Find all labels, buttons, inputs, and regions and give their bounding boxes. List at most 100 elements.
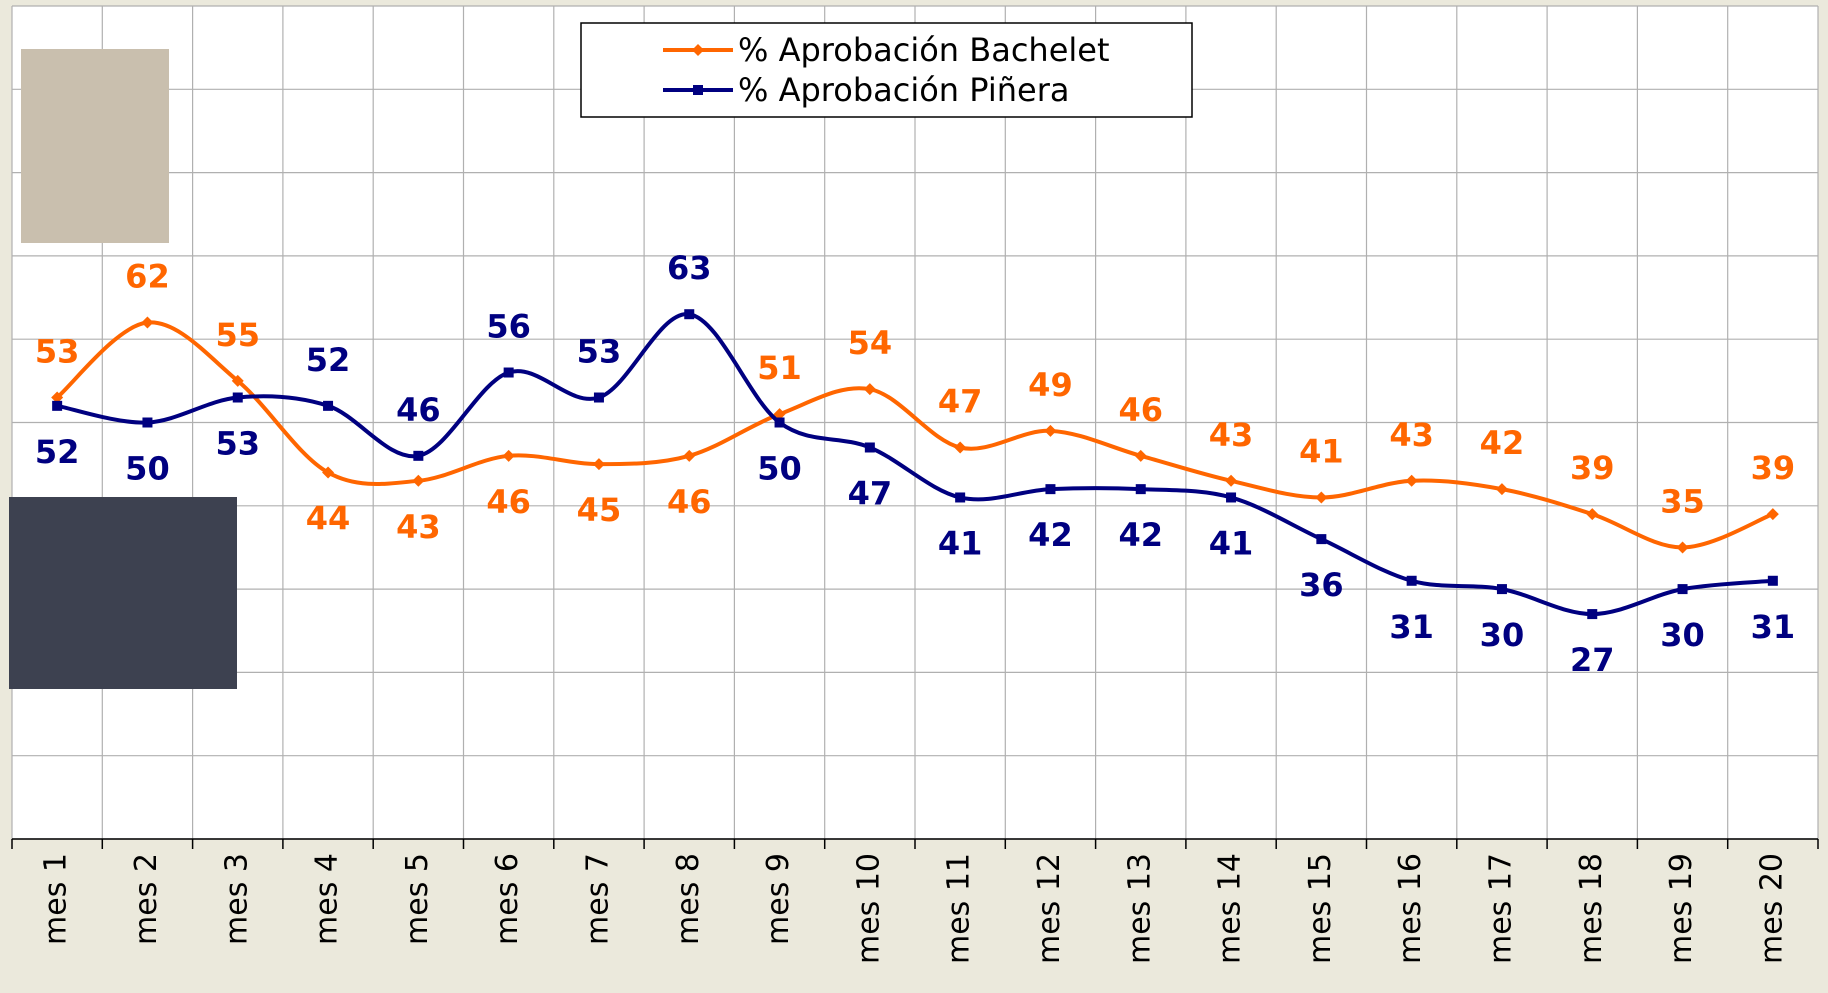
data-label: 53 — [35, 333, 80, 371]
x-tick-label: mes 14 — [1213, 853, 1248, 964]
photo-bachelet — [21, 49, 169, 243]
marker — [231, 374, 244, 387]
data-label: 46 — [486, 483, 531, 521]
data-label: 42 — [1028, 516, 1073, 554]
marker — [1676, 541, 1689, 554]
data-label: 54 — [848, 324, 893, 362]
marker — [413, 450, 424, 461]
x-tick-label: mes 12 — [1032, 853, 1067, 964]
data-label: 56 — [486, 308, 531, 346]
marker — [1677, 584, 1688, 595]
marker — [1315, 491, 1328, 504]
data-label: 43 — [396, 508, 441, 546]
x-tick-label: mes 16 — [1393, 853, 1428, 964]
marker — [774, 417, 785, 428]
marker — [1225, 474, 1238, 487]
data-label: 52 — [35, 433, 80, 471]
x-tick-label: mes 15 — [1303, 853, 1338, 964]
data-label: 53 — [215, 425, 260, 463]
data-label: 41 — [1209, 524, 1254, 562]
marker — [1044, 424, 1057, 437]
marker — [322, 466, 335, 479]
data-label: 30 — [1480, 616, 1525, 654]
data-label: 55 — [215, 316, 260, 354]
marker — [1226, 492, 1237, 503]
data-label: 50 — [757, 450, 802, 488]
marker — [141, 316, 154, 329]
marker — [1767, 575, 1778, 586]
data-label: 35 — [1660, 482, 1705, 520]
marker — [232, 392, 243, 403]
x-tick-label: mes 17 — [1483, 853, 1518, 964]
marker — [684, 309, 695, 320]
x-tick-label: mes 1 — [39, 853, 74, 945]
data-label: 31 — [1389, 608, 1434, 646]
marker — [503, 367, 514, 378]
data-label: 51 — [757, 349, 802, 387]
marker — [1496, 584, 1507, 595]
series-line — [56, 312, 1774, 617]
x-tick-label: mes 9 — [761, 853, 796, 945]
marker — [693, 85, 703, 95]
legend-label: % Aprobación Bachelet — [738, 31, 1110, 69]
data-label: 46 — [667, 483, 712, 521]
data-label: 47 — [938, 382, 983, 420]
data-label: 43 — [1209, 416, 1254, 454]
marker — [1135, 484, 1146, 495]
data-label: 42 — [1480, 424, 1525, 462]
data-label: 27 — [1570, 641, 1615, 679]
legend-box — [580, 22, 1193, 118]
x-tick-label: mes 6 — [490, 853, 525, 945]
data-label: 62 — [125, 258, 170, 296]
data-label: 53 — [577, 333, 622, 371]
marker — [1316, 534, 1327, 545]
marker — [954, 441, 967, 454]
x-tick-label: mes 5 — [400, 853, 435, 945]
marker — [683, 449, 696, 462]
marker — [142, 417, 153, 428]
marker — [502, 449, 515, 462]
marker — [323, 400, 334, 411]
data-label: 50 — [125, 450, 170, 488]
data-label: 41 — [938, 524, 983, 562]
marker — [412, 474, 425, 487]
data-label: 39 — [1751, 449, 1796, 487]
data-label: 52 — [306, 341, 351, 379]
x-tick-label: mes 20 — [1754, 853, 1789, 964]
data-label: 47 — [848, 474, 893, 512]
data-label: 46 — [396, 391, 441, 429]
marker — [1586, 508, 1599, 521]
data-label: 63 — [667, 249, 712, 287]
data-label: 49 — [1028, 366, 1073, 404]
x-tick-label: mes 4 — [310, 853, 345, 945]
x-tick-label: mes 3 — [219, 853, 254, 945]
data-label: 42 — [1118, 516, 1163, 554]
data-label: 44 — [306, 499, 351, 537]
photo-pinera — [9, 497, 237, 689]
data-label: 39 — [1570, 449, 1615, 487]
marker — [1405, 474, 1418, 487]
x-tick-label: mes 8 — [671, 853, 706, 945]
data-label: 36 — [1299, 566, 1344, 604]
data-label: 30 — [1660, 616, 1705, 654]
marker — [1587, 609, 1598, 620]
lines: 53 62 55 44 43 46 45 46 51 54 47 49 46 43 41 43 42 39 35 39… — [35, 249, 1795, 679]
data-label: 46 — [1118, 391, 1163, 429]
x-tick-label: mes 19 — [1664, 853, 1699, 964]
marker — [593, 392, 604, 403]
marker — [1495, 483, 1508, 496]
x-tick-label: mes 18 — [1574, 853, 1609, 964]
marker — [592, 458, 605, 471]
x-tick-label: mes 2 — [129, 853, 164, 945]
marker — [955, 492, 966, 503]
marker — [1406, 575, 1417, 586]
marker — [1045, 484, 1056, 495]
marker — [864, 442, 875, 453]
series-line — [55, 320, 1774, 550]
x-tick-label: mes 11 — [942, 853, 977, 964]
x-tick-label: mes 13 — [1122, 853, 1157, 964]
data-label: 43 — [1389, 416, 1434, 454]
marker — [1134, 449, 1147, 462]
